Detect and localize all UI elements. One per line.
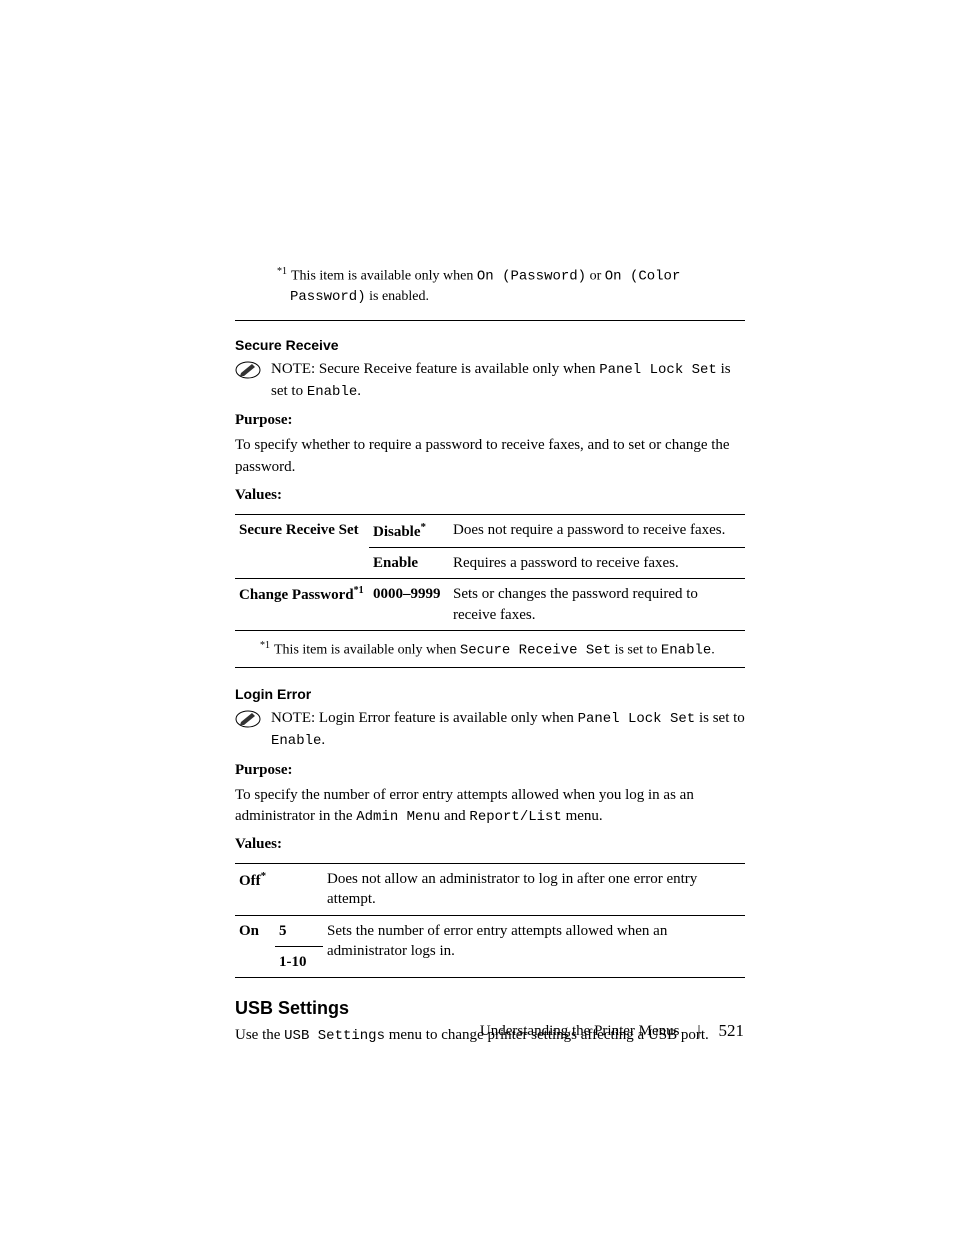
table-cell: Secure Receive Set xyxy=(235,514,369,547)
table-cell: 5 xyxy=(275,915,323,946)
footnote-text-mid: or xyxy=(586,269,605,284)
page-number: 521 xyxy=(719,1021,745,1041)
usb-settings-heading: USB Settings xyxy=(235,998,745,1019)
values-label: Values: xyxy=(235,487,745,504)
table-cell: Sets the number of error entry attempts … xyxy=(323,915,745,978)
pencil-icon xyxy=(235,710,261,728)
note-post: . xyxy=(357,383,361,399)
note-code1: Panel Lock Set xyxy=(599,362,717,378)
note-code1: Panel Lock Set xyxy=(578,711,696,727)
page-footer: Understanding the Printer Menus | 521 xyxy=(480,1021,744,1041)
divider xyxy=(235,320,745,321)
footnote-post: . xyxy=(711,643,715,658)
footnote-code: Secure Receive Set xyxy=(460,643,611,659)
note-code2: Enable xyxy=(307,384,357,400)
footnote-text-pre: This item is available only when xyxy=(291,269,477,284)
table-cell: Requires a password to receive faxes. xyxy=(449,548,745,579)
table-cell: 1-10 xyxy=(275,946,323,977)
login-error-heading: Login Error xyxy=(235,686,745,702)
table-cell: On xyxy=(235,915,275,978)
purpose-text: To specify whether to require a password… xyxy=(235,435,745,479)
table-cell: Enable xyxy=(369,548,449,579)
footer-separator: | xyxy=(697,1023,700,1040)
footnote-mid: is set to xyxy=(611,643,661,658)
note-block: NOTE: Secure Receive feature is availabl… xyxy=(235,359,745,403)
note-post: . xyxy=(321,732,325,748)
footnote-text-post: is enabled. xyxy=(366,289,429,304)
table-cell: Does not require a password to receive f… xyxy=(449,514,745,547)
login-error-table: Off* Does not allow an administrator to … xyxy=(235,863,745,978)
purpose-mid: and xyxy=(440,808,469,824)
table-cell: Does not allow an administrator to log i… xyxy=(323,864,745,916)
footnote-marker: *1 xyxy=(277,266,287,277)
table-cell xyxy=(275,864,323,916)
note-pre: NOTE: Login Error feature is available o… xyxy=(271,710,578,726)
footer-title: Understanding the Printer Menus xyxy=(480,1023,680,1040)
table-cell: Disable* xyxy=(369,514,449,547)
footnote-pre: This item is available only when xyxy=(274,643,460,658)
table-cell: 0000–9999 xyxy=(369,579,449,631)
table-cell xyxy=(235,548,369,579)
usb-text-pre: Use the xyxy=(235,1027,284,1043)
purpose-label: Purpose: xyxy=(235,412,745,429)
pencil-icon xyxy=(235,361,261,379)
purpose-label: Purpose: xyxy=(235,762,745,779)
purpose-code1: Admin Menu xyxy=(356,809,440,825)
table-cell: Off* xyxy=(235,864,275,916)
note-text: NOTE: Login Error feature is available o… xyxy=(271,708,745,752)
table-cell: Sets or changes the password required to… xyxy=(449,579,745,631)
purpose-post: menu. xyxy=(562,808,603,824)
purpose-code2: Report/List xyxy=(469,809,561,825)
purpose-text: To specify the number of error entry att… xyxy=(235,785,745,829)
secure-receive-heading: Secure Receive xyxy=(235,337,745,353)
note-pre: NOTE: Secure Receive feature is availabl… xyxy=(271,361,599,377)
table-footnote: *1 This item is available only when Secur… xyxy=(235,635,745,668)
footnote-marker: *1 xyxy=(260,640,270,651)
note-block: NOTE: Login Error feature is available o… xyxy=(235,708,745,752)
secure-receive-table: Secure Receive Set Disable* Does not req… xyxy=(235,514,745,631)
usb-text-code: USB Settings xyxy=(284,1028,385,1044)
note-text: NOTE: Secure Receive feature is availabl… xyxy=(271,359,745,403)
note-code2: Enable xyxy=(271,733,321,749)
footnote-code1: On (Password) xyxy=(477,269,586,285)
note-mid: is set to xyxy=(695,710,745,726)
footnote-code2: Enable xyxy=(661,643,711,659)
top-footnote: *1 This item is available only when On (P… xyxy=(235,265,745,314)
values-label: Values: xyxy=(235,836,745,853)
table-cell: Change Password*1 xyxy=(235,579,369,631)
